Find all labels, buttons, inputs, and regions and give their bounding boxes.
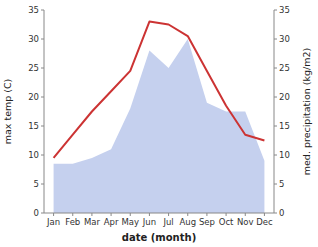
y-tick [41,126,44,127]
x-tick-label: Dec [256,217,273,227]
y-tick-label: 15 [279,121,290,131]
temperature-line [54,22,265,158]
y-axis-label: max temp (C) [2,79,13,145]
plot-area [54,22,265,213]
x-tick-label: Nov [237,217,254,227]
y-tick [274,10,277,11]
y-tick-label: 20 [279,92,290,102]
y-tick-label: 30 [28,34,39,44]
precipitation-area [54,39,265,213]
y-tick [41,10,44,11]
x-tick [72,213,73,216]
x-tick [168,213,169,216]
y-tick-label: 25 [279,63,290,73]
y-tick [274,97,277,98]
x-tick-label: May [121,217,139,227]
x-tick-label: Jun [142,217,156,227]
y-tick-label: 35 [28,5,39,15]
x-tick-label: Jul [162,217,173,227]
x-tick-label: Sep [199,217,215,227]
y-tick [41,155,44,156]
y-tick-label: 30 [279,34,290,44]
x-tick-label: Aug [179,217,196,227]
x-tick-label: Apr [104,217,119,227]
x-tick [264,213,265,216]
y-tick-label: 5 [279,179,284,189]
x-axis-line [44,213,274,214]
y-tick-label: 10 [28,150,39,160]
y-tick [274,126,277,127]
y-tick [274,213,277,214]
x-tick [187,213,188,216]
y-tick [274,39,277,40]
x-tick [226,213,227,216]
x-tick [149,213,150,216]
y-axis-line [44,10,45,213]
y-tick-label: 15 [28,121,39,131]
y-tick [274,68,277,69]
y-tick [41,39,44,40]
y-tick-label: 20 [28,92,39,102]
x-tick-label: Feb [65,217,80,227]
x-tick [111,213,112,216]
y2-axis-line [274,10,275,213]
chart-svg: 0 5 10 15 20 25 30 35 0 5 10 15 20 25 30 35 Jan Feb MarApr… [0,0,318,247]
x-tick [206,213,207,216]
x-tick-label: Mar [84,217,101,227]
x-tick-label: Oct [219,217,234,227]
x-tick [130,213,131,216]
y-tick [41,97,44,98]
page: {"chart_data": {"type": "line", "xlabel"… [0,0,318,247]
y-tick [41,184,44,185]
y-tick [274,155,277,156]
y-tick-label: 0 [34,208,39,218]
y-tick-label: 25 [28,63,39,73]
chart-container: 0 5 10 15 20 25 30 35 0 5 10 15 20 25 30 35 Jan Feb MarApr… [0,0,318,247]
x-axis-label: date (month) [122,232,196,243]
y-tick [274,184,277,185]
y-tick-label: 5 [34,179,39,189]
y-tick [41,68,44,69]
x-tick [245,213,246,216]
y-tick-label: 0 [279,208,284,218]
x-tick [53,213,54,216]
y-tick [41,213,44,214]
y2-axis-label: med. precipitation (kg/m2) [301,48,312,175]
x-tick [91,213,92,216]
y-tick-label: 10 [279,150,290,160]
y-tick-label: 35 [279,5,290,15]
x-tick-label: Jan [46,217,60,227]
